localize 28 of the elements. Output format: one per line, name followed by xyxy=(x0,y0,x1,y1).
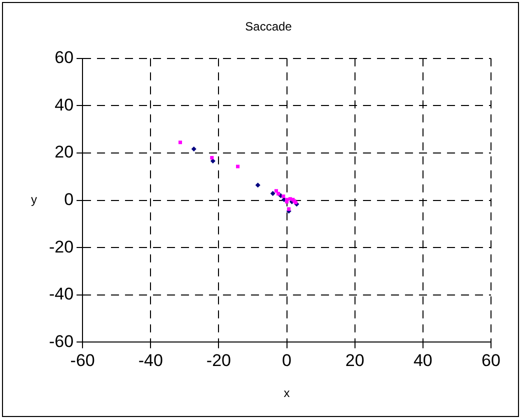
x-tick-label: 60 xyxy=(482,351,500,370)
x-axis-title: x xyxy=(284,386,290,400)
x-tick-label: -20 xyxy=(206,351,232,370)
y-tick-label: 0 xyxy=(64,190,74,209)
point xyxy=(178,140,182,144)
y-tick-label: 60 xyxy=(54,48,74,68)
y-tick-label: 20 xyxy=(54,142,74,162)
point xyxy=(192,146,196,152)
point xyxy=(282,194,286,198)
y-tick-label: -20 xyxy=(48,237,74,256)
chart-title: Saccade xyxy=(245,20,292,34)
point xyxy=(236,164,240,168)
y-tick-label: 40 xyxy=(54,95,74,114)
point xyxy=(274,189,278,193)
x-tick-label: -40 xyxy=(138,351,163,370)
point xyxy=(270,191,276,196)
x-tick-label: 0 xyxy=(282,351,292,370)
point xyxy=(256,182,260,188)
point xyxy=(210,156,214,160)
point xyxy=(287,207,291,211)
x-tick-label: 20 xyxy=(345,351,364,370)
x-tick-label: -60 xyxy=(70,351,95,370)
y-tick-label: -60 xyxy=(48,332,74,351)
point xyxy=(276,192,280,196)
point xyxy=(210,158,216,164)
x-tick-label: 40 xyxy=(413,351,432,370)
y-axis-title: y xyxy=(31,192,37,207)
y-tick-label: -40 xyxy=(48,284,74,304)
